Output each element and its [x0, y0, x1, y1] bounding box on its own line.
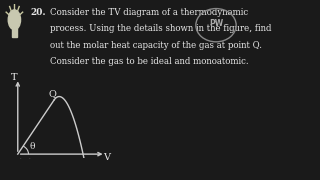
Text: (C)  4R: (C) 4R — [18, 149, 52, 158]
Text: (A)  2.5R: (A) 2.5R — [18, 126, 60, 135]
Text: Consider the TV diagram of a thermodynamic: Consider the TV diagram of a thermodynam… — [50, 8, 248, 17]
Text: V: V — [103, 153, 110, 162]
Text: θ: θ — [29, 142, 35, 151]
Text: Q: Q — [48, 89, 56, 98]
Text: Consider the gas to be ideal and monoatomic.: Consider the gas to be ideal and monoato… — [50, 57, 248, 66]
Text: PW: PW — [209, 19, 223, 28]
Circle shape — [8, 10, 20, 30]
Text: 20.: 20. — [30, 8, 46, 17]
Bar — [12, 28, 17, 37]
Text: process. Using the details shown in the figure, find: process. Using the details shown in the … — [50, 24, 271, 33]
Text: out the molar heat capacity of the gas at point Q.: out the molar heat capacity of the gas a… — [50, 40, 262, 50]
Text: T: T — [11, 73, 18, 82]
